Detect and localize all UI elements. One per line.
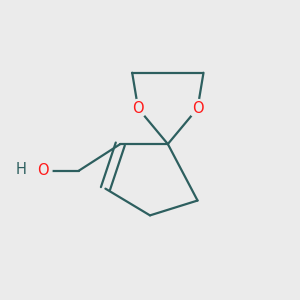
Circle shape [14,162,28,176]
Text: H: H [15,162,26,177]
Text: O: O [192,101,203,116]
Text: O: O [132,101,144,116]
Circle shape [34,162,52,180]
Circle shape [189,100,206,117]
Circle shape [129,100,147,117]
Text: O: O [37,163,49,178]
